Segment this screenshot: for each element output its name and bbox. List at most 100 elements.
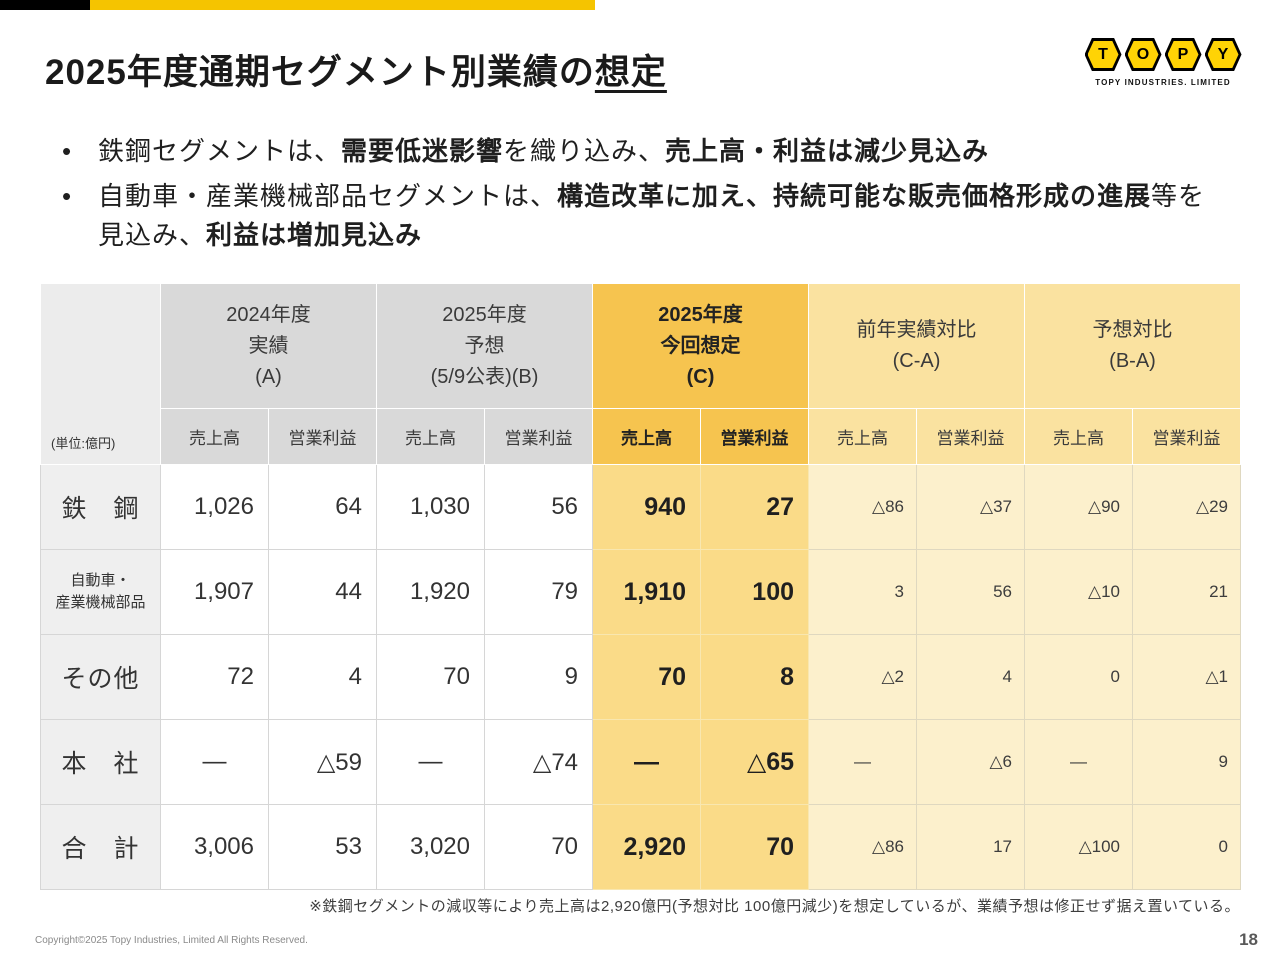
table-cell: 56 bbox=[483, 464, 594, 550]
table-cell: △1 bbox=[1132, 634, 1242, 720]
logo-letter: T bbox=[1087, 41, 1119, 68]
table-cell: 8 bbox=[700, 634, 810, 720]
segment-results-table: (単位:億円) 2024年度 実績 (A) 2025年度 予想 (5/9公表)(B)… bbox=[40, 283, 1242, 890]
table-cell: 17 bbox=[916, 804, 1026, 890]
column-subheader: 営業利益 bbox=[700, 408, 810, 465]
logo-hexagon: T bbox=[1084, 38, 1122, 71]
bullet-text-bold: 売上高・利益は減少見込み bbox=[665, 136, 990, 166]
unit-label: (単位:億円) bbox=[40, 283, 161, 465]
table-cell: 3,020 bbox=[376, 804, 485, 890]
row-label: 自動車・ 産業機械部品 bbox=[40, 549, 161, 635]
accent-yellow-segment bbox=[90, 0, 595, 10]
column-subheader: 営業利益 bbox=[268, 408, 377, 465]
table-cell: 70 bbox=[700, 804, 810, 890]
page-number: 18 bbox=[1239, 930, 1258, 949]
table-cell: 940 bbox=[592, 464, 702, 550]
table-cell: △90 bbox=[1024, 464, 1134, 550]
table-cell: △29 bbox=[1132, 464, 1242, 550]
bullet-item: 自動車・産業機械部品セグメントは、構造改革に加え、持続可能な販売価格形成の進展等… bbox=[48, 177, 1228, 255]
column-subheader: 売上高 bbox=[160, 408, 269, 465]
bullet-list: 鉄鋼セグメントは、需要低迷影響を織り込み、売上高・利益は減少見込み自動車・産業機… bbox=[48, 132, 1228, 261]
bullet-text: を織り込み、 bbox=[503, 136, 666, 166]
column-subheader: 営業利益 bbox=[916, 408, 1026, 465]
table-row: その他 72 4 70 9 70 8 △2 4 0 △1 bbox=[40, 634, 1242, 720]
table-cell: △37 bbox=[916, 464, 1026, 550]
bullet-text: 自動車・産業機械部品セグメントは、 bbox=[98, 181, 558, 211]
table-cell: △59 bbox=[268, 719, 377, 805]
table-cell: ― bbox=[808, 719, 918, 805]
table-cell: 53 bbox=[268, 804, 377, 890]
segment-results-table-wrap: (単位:億円) 2024年度 実績 (A) 2025年度 予想 (5/9公表)(B)… bbox=[40, 283, 1242, 890]
table-cell: 0 bbox=[1132, 804, 1242, 890]
table-cell: ― bbox=[1024, 719, 1134, 805]
table-cell: △6 bbox=[916, 719, 1026, 805]
table-row: 本 社 ― △59 ― △74 ― △65 ― △6 ― 9 bbox=[40, 719, 1242, 805]
table-cell: 9 bbox=[1132, 719, 1242, 805]
table-row: 鉄 鋼 1,026 64 1,030 56 940 27 △86 △37 △90 △29 bbox=[40, 464, 1242, 550]
column-group-header: 2025年度 今回想定 (C) bbox=[592, 283, 810, 409]
table-cell: 4 bbox=[916, 634, 1026, 720]
row-label: 鉄 鋼 bbox=[40, 464, 161, 550]
column-group-header: 前年実績対比 (C-A) bbox=[808, 283, 1026, 409]
row-label: 本 社 bbox=[40, 719, 161, 805]
table-cell: 1,030 bbox=[376, 464, 485, 550]
page-title-underlined: 想定 bbox=[594, 53, 667, 92]
table-cell: △86 bbox=[808, 804, 918, 890]
table-cell: △100 bbox=[1024, 804, 1134, 890]
logo-letter: O bbox=[1127, 41, 1159, 68]
column-subheader: 営業利益 bbox=[483, 408, 594, 465]
table-cell: 21 bbox=[1132, 549, 1242, 635]
logo-hexagon: Y bbox=[1204, 38, 1242, 71]
table-cell: 56 bbox=[916, 549, 1026, 635]
table-cell: 1,910 bbox=[592, 549, 702, 635]
bullet-text-bold: 構造改革に加え、持続可能な販売価格形成の進展 bbox=[557, 181, 1152, 211]
table-cell: △86 bbox=[808, 464, 918, 550]
table-row: 合 計 3,006 53 3,020 70 2,920 70 △86 17 △100 0 bbox=[40, 804, 1242, 890]
table-cell: 72 bbox=[160, 634, 269, 720]
column-group-header: 2024年度 実績 (A) bbox=[160, 283, 377, 409]
column-subheader: 売上高 bbox=[592, 408, 702, 465]
topy-logo-subtitle: TOPY INDUSTRIES. LIMITED bbox=[1095, 78, 1231, 87]
table-cell: 4 bbox=[268, 634, 377, 720]
table-cell: 1,920 bbox=[376, 549, 485, 635]
column-group-header: 予想対比 (B-A) bbox=[1024, 283, 1242, 409]
accent-black-segment bbox=[0, 0, 90, 10]
row-label: その他 bbox=[40, 634, 161, 720]
table-cell: 44 bbox=[268, 549, 377, 635]
table-cell: 70 bbox=[376, 634, 485, 720]
bullet-text: 等を見込み、 bbox=[98, 181, 1206, 250]
table-cell: △2 bbox=[808, 634, 918, 720]
page-title-main: 2025年度通期セグメント別業績の bbox=[45, 53, 595, 92]
footnote: ※鉄鋼セグメントの減収等により売上高は2,920億円(予想対比 100億円減少)… bbox=[309, 898, 1240, 915]
table-cell: 27 bbox=[700, 464, 810, 550]
row-label: 合 計 bbox=[40, 804, 161, 890]
column-subheader: 売上高 bbox=[808, 408, 918, 465]
table-cell: △74 bbox=[483, 719, 594, 805]
table-cell: △65 bbox=[700, 719, 810, 805]
table-cell: 3,006 bbox=[160, 804, 269, 890]
table-cell: ― bbox=[376, 719, 485, 805]
column-subheader: 営業利益 bbox=[1132, 408, 1242, 465]
logo-letter: P bbox=[1167, 41, 1199, 68]
top-accent-bar bbox=[0, 0, 1280, 10]
column-group-header: 2025年度 予想 (5/9公表)(B) bbox=[375, 283, 594, 409]
table-row: 自動車・ 産業機械部品 1,907 44 1,920 79 1,910 100 3 56 △10 2… bbox=[40, 549, 1242, 635]
column-subheader: 売上高 bbox=[376, 408, 485, 465]
table-cell: 100 bbox=[700, 549, 810, 635]
bullet-item: 鉄鋼セグメントは、需要低迷影響を織り込み、売上高・利益は減少見込み bbox=[48, 132, 1228, 171]
table-cell: △10 bbox=[1024, 549, 1134, 635]
logo-hexagon: P bbox=[1164, 38, 1202, 71]
table-cell: 79 bbox=[483, 549, 594, 635]
table-cell: 1,907 bbox=[160, 549, 269, 635]
table-cell: 0 bbox=[1024, 634, 1134, 720]
bullet-text: 鉄鋼セグメントは、 bbox=[98, 136, 342, 166]
table-cell: 70 bbox=[483, 804, 594, 890]
logo-hexagon: O bbox=[1124, 38, 1162, 71]
table-cell: ― bbox=[160, 719, 269, 805]
column-subheader: 売上高 bbox=[1024, 408, 1134, 465]
table-cell: 3 bbox=[808, 549, 918, 635]
table-cell: 1,026 bbox=[160, 464, 269, 550]
